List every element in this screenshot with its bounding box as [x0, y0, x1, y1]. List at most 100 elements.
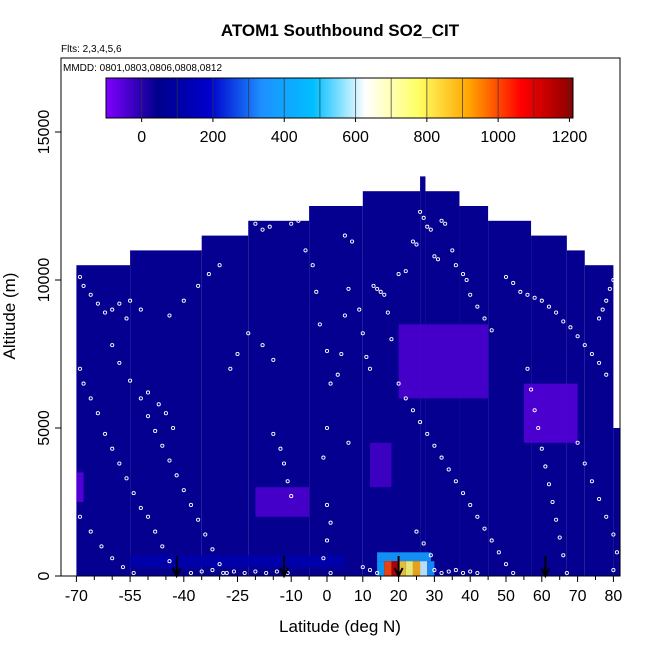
- sample-point-186: [453, 568, 458, 573]
- sample-point-55: [242, 570, 247, 576]
- sample-point-131: [475, 514, 480, 519]
- sample-point-168: [554, 517, 559, 522]
- sample-point-97: [382, 292, 387, 297]
- sample-point-20: [77, 514, 83, 519]
- sample-point-159: [597, 316, 602, 321]
- sample-point-118: [482, 316, 487, 321]
- sample-point-51: [199, 569, 204, 574]
- heat-cell-6: [377, 552, 431, 562]
- sample-point-190: [235, 351, 240, 357]
- sample-point-79: [289, 494, 294, 499]
- sample-point-44: [217, 562, 222, 567]
- sample-point-185: [446, 569, 451, 574]
- colorbar-ramp: [105, 77, 574, 119]
- sample-point-16: [117, 461, 122, 466]
- sample-point-192: [246, 331, 251, 336]
- sample-point-114: [460, 272, 466, 277]
- sample-point-160: [525, 366, 530, 371]
- sample-point-33: [138, 396, 143, 401]
- sample-point-115: [464, 277, 469, 283]
- sample-point-15: [110, 446, 115, 451]
- sample-point-183: [432, 568, 437, 573]
- sample-point-142: [518, 289, 523, 294]
- heat-column-4: [309, 206, 363, 576]
- sample-point-71: [328, 520, 333, 525]
- sample-point-60: [289, 221, 294, 226]
- sample-point-12: [88, 396, 93, 401]
- sample-point-73: [321, 556, 326, 561]
- sample-point-148: [561, 319, 566, 324]
- sample-point-31: [117, 360, 122, 365]
- y-tick-label-3: 15000: [36, 110, 53, 155]
- sample-point-18: [131, 491, 136, 496]
- sample-point-93: [367, 366, 373, 371]
- sample-point-105: [421, 215, 426, 220]
- sample-point-7: [124, 316, 129, 321]
- sample-point-32: [128, 378, 133, 383]
- sample-point-151: [582, 343, 587, 348]
- sample-point-42: [203, 532, 208, 537]
- sample-point-0: [77, 274, 83, 280]
- sample-point-125: [432, 443, 437, 448]
- sample-point-21: [88, 529, 93, 534]
- sample-point-147: [554, 310, 559, 315]
- heat-column-2: [201, 235, 249, 576]
- x-tick-label-12: 70: [569, 588, 587, 605]
- sample-point-145: [539, 298, 544, 303]
- sample-points-layer: [77, 209, 620, 576]
- sample-point-2: [88, 292, 93, 297]
- sample-point-14: [102, 431, 108, 436]
- sample-point-149: [568, 325, 573, 330]
- sample-point-116: [468, 292, 473, 297]
- heat-column-3: [248, 220, 310, 577]
- sample-point-39: [181, 488, 186, 493]
- sample-point-189: [475, 570, 480, 576]
- sample-point-68: [324, 425, 330, 431]
- sample-point-134: [496, 550, 501, 555]
- sample-point-92: [364, 354, 369, 360]
- sample-point-188: [468, 569, 473, 574]
- sample-point-17: [124, 476, 129, 481]
- sample-point-98: [385, 310, 390, 315]
- sample-point-135: [503, 562, 509, 567]
- sample-point-117: [475, 304, 480, 309]
- heat-column-12: [584, 265, 614, 576]
- sample-point-3: [95, 301, 100, 306]
- heat-cell-4: [369, 442, 392, 488]
- sample-point-113: [453, 263, 458, 268]
- sample-point-89: [346, 440, 351, 445]
- sample-point-48: [163, 411, 168, 416]
- x-tick-label-3: -25: [226, 588, 249, 605]
- y-axis-label: Altitude (m): [0, 273, 19, 360]
- sample-point-85: [346, 286, 351, 291]
- heat-column-0: [76, 265, 131, 576]
- sample-point-30: [110, 343, 115, 348]
- sample-point-110: [439, 218, 444, 223]
- sample-point-191: [228, 366, 233, 371]
- sample-point-165: [543, 464, 548, 469]
- sample-point-120: [396, 381, 401, 386]
- sample-point-6: [117, 301, 122, 306]
- sample-point-25: [131, 570, 136, 576]
- heat-cell-13: [420, 561, 428, 576]
- sample-point-108: [432, 254, 437, 259]
- sample-point-194: [271, 357, 276, 362]
- sample-point-123: [418, 420, 423, 425]
- sample-point-140: [503, 274, 509, 280]
- x-tick-label-1: -55: [119, 588, 142, 605]
- sample-point-129: [460, 491, 466, 496]
- sample-point-46: [145, 390, 151, 395]
- sample-point-106: [425, 224, 430, 229]
- sample-point-80: [253, 221, 258, 226]
- sample-point-178: [614, 550, 620, 555]
- sample-point-64: [314, 289, 319, 294]
- sample-point-72: [324, 538, 330, 543]
- x-tick-label-4: -10: [280, 588, 303, 605]
- flights-subtitle: Flts: 2,3,4,5,6: [61, 44, 122, 55]
- sample-point-173: [582, 461, 587, 466]
- x-tick-label-9: 40: [461, 588, 479, 605]
- x-tick-label-2: -40: [172, 588, 195, 605]
- sample-point-82: [267, 224, 272, 229]
- sample-point-158: [600, 307, 605, 312]
- sample-point-193: [260, 343, 265, 348]
